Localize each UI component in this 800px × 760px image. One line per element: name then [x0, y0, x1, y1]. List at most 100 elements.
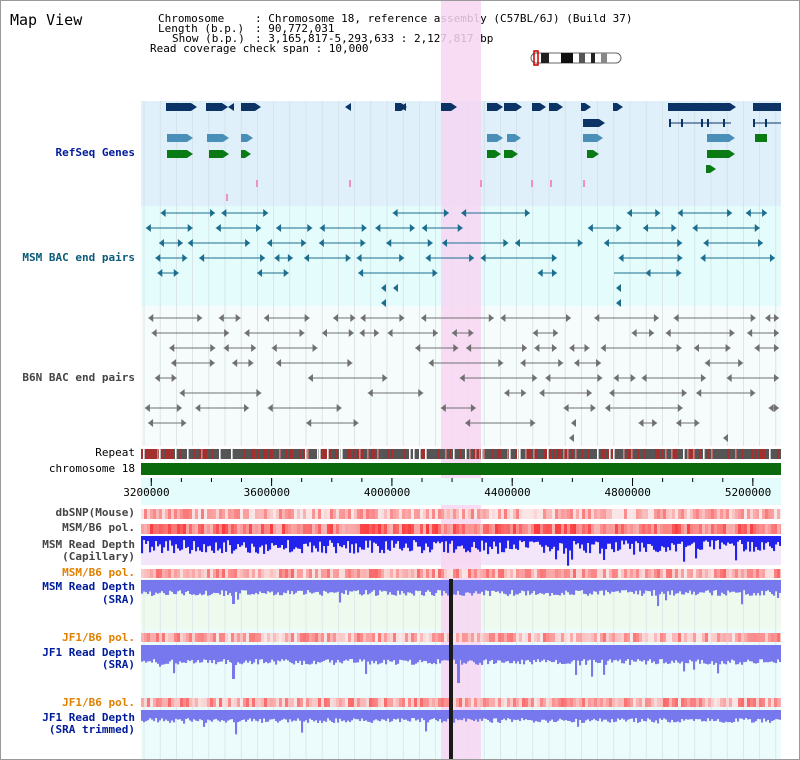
gene-feature[interactable] [241, 150, 245, 158]
repeat-block [413, 449, 415, 459]
gene-feature[interactable] [395, 103, 401, 111]
gene-feature[interactable] [487, 134, 497, 142]
depth-bar [287, 645, 290, 661]
pol-cell [174, 633, 178, 642]
msm-bac-track[interactable] [145, 209, 775, 307]
pol-cell [435, 509, 439, 519]
track-label-chromosome[interactable]: chromosome 18 [48, 462, 135, 475]
depth-bar [375, 645, 378, 661]
track-label-jf1-trim-1[interactable]: JF1 Read Depth [42, 711, 135, 724]
bac-end [144, 404, 150, 412]
track-label-jf1-sra-1[interactable]: JF1 Read Depth [42, 646, 135, 659]
track-label-msm-pol-2[interactable]: MSM/B6 pol. [62, 566, 135, 579]
selected-region-highlight[interactable] [441, 1, 481, 760]
gene-feature[interactable] [613, 103, 617, 111]
msm-depth-capillary-track[interactable] [141, 536, 782, 566]
depth-bar [729, 710, 732, 723]
pol-cell [429, 569, 433, 578]
gene-feature[interactable] [487, 103, 497, 111]
dbsnp-track[interactable] [141, 509, 784, 519]
track-label-jf1-pol[interactable]: JF1/B6 pol. [62, 631, 135, 644]
pol-cell [642, 698, 646, 707]
depth-bar [191, 580, 194, 595]
gene-feature[interactable] [549, 103, 557, 111]
gene-feature[interactable] [487, 150, 495, 158]
jf1-depth-trimmed-track[interactable] [141, 710, 782, 735]
gene-feature[interactable] [209, 150, 223, 158]
depth-bar [232, 580, 235, 604]
gene-feature[interactable] [753, 103, 781, 111]
track-label-repeat[interactable]: Repeat [95, 446, 135, 459]
gene-feature[interactable] [167, 150, 187, 158]
pol-cell [621, 509, 625, 519]
repeat-block [353, 449, 355, 459]
gene-feature[interactable] [177, 103, 191, 111]
pol-cell [582, 509, 586, 519]
gene-feature[interactable] [755, 134, 767, 142]
pol-cell [369, 633, 373, 642]
gene-feature[interactable] [532, 103, 540, 111]
gene-feature[interactable] [583, 134, 597, 142]
pol-cell [267, 633, 271, 642]
pol-cell [489, 524, 493, 534]
track-label-msm-capillary-1[interactable]: MSM Read Depth [42, 538, 135, 551]
chromosome-ideogram[interactable] [1, 1, 800, 71]
depth-bar [539, 580, 542, 594]
pol-cell [507, 524, 511, 534]
gene-feature[interactable] [707, 150, 729, 158]
axis-tick-label: 3600000 [244, 486, 290, 499]
pol-cell [294, 569, 298, 578]
gene-feature[interactable] [587, 150, 593, 158]
pol-cell [495, 569, 499, 578]
pol-cell [312, 633, 316, 642]
repeat-track[interactable] [141, 449, 781, 459]
gene-feature[interactable] [207, 134, 223, 142]
track-label-msm-pol[interactable]: MSM/B6 pol. [62, 521, 135, 534]
pol-cell [696, 524, 700, 534]
track-label-jf1-pol-2[interactable]: JF1/B6 pol. [62, 696, 135, 709]
msm-depth-sra-track[interactable] [141, 580, 782, 607]
depth-bar [691, 580, 694, 595]
gene-feature[interactable] [167, 134, 187, 142]
jf1-pol-track[interactable] [141, 633, 784, 642]
msm-pol-track-2[interactable] [141, 569, 784, 578]
gene-arrow [512, 150, 518, 158]
gene-feature[interactable] [241, 103, 255, 111]
depth-bar [169, 645, 172, 662]
repeat-block [567, 449, 569, 459]
gene-feature[interactable] [581, 103, 585, 111]
gene-feature[interactable] [583, 119, 599, 127]
depth-bar [775, 580, 778, 592]
track-label-b6n-bac[interactable]: B6N BAC end pairs [22, 371, 135, 384]
depth-bar [257, 580, 260, 595]
gene-feature[interactable] [441, 103, 451, 111]
gene-feature[interactable] [668, 103, 730, 111]
jf1-depth-sra-track[interactable] [141, 645, 782, 683]
pol-cell [681, 509, 685, 519]
track-label-msm-bac[interactable]: MSM BAC end pairs [22, 251, 135, 264]
chromosome-bar[interactable] [141, 463, 781, 475]
depth-bar [573, 536, 576, 542]
gene-feature[interactable] [707, 134, 729, 142]
pol-cell [699, 698, 703, 707]
b6n-bac-track[interactable] [144, 314, 779, 442]
track-label-refseq[interactable]: RefSeq Genes [55, 146, 135, 159]
pol-cell [177, 569, 181, 578]
pol-cell [675, 569, 679, 578]
track-label-msm-sra-1[interactable]: MSM Read Depth [42, 580, 135, 593]
gene-feature[interactable] [504, 103, 516, 111]
pol-cell [585, 698, 589, 707]
gene-feature[interactable] [706, 165, 710, 173]
depth-bar [161, 645, 164, 665]
refseq-genes-track[interactable] [166, 103, 787, 201]
pol-cell [369, 569, 373, 578]
gene-feature[interactable] [504, 150, 512, 158]
gene-feature[interactable] [206, 103, 222, 111]
gene-feature[interactable] [166, 103, 186, 111]
gene-feature[interactable] [507, 134, 515, 142]
msm-pol-track[interactable] [141, 524, 784, 534]
jf1-pol-track-2[interactable] [141, 698, 784, 707]
track-label-dbsnp[interactable]: dbSNP(Mouse) [55, 506, 135, 519]
gene-feature[interactable] [241, 134, 247, 142]
